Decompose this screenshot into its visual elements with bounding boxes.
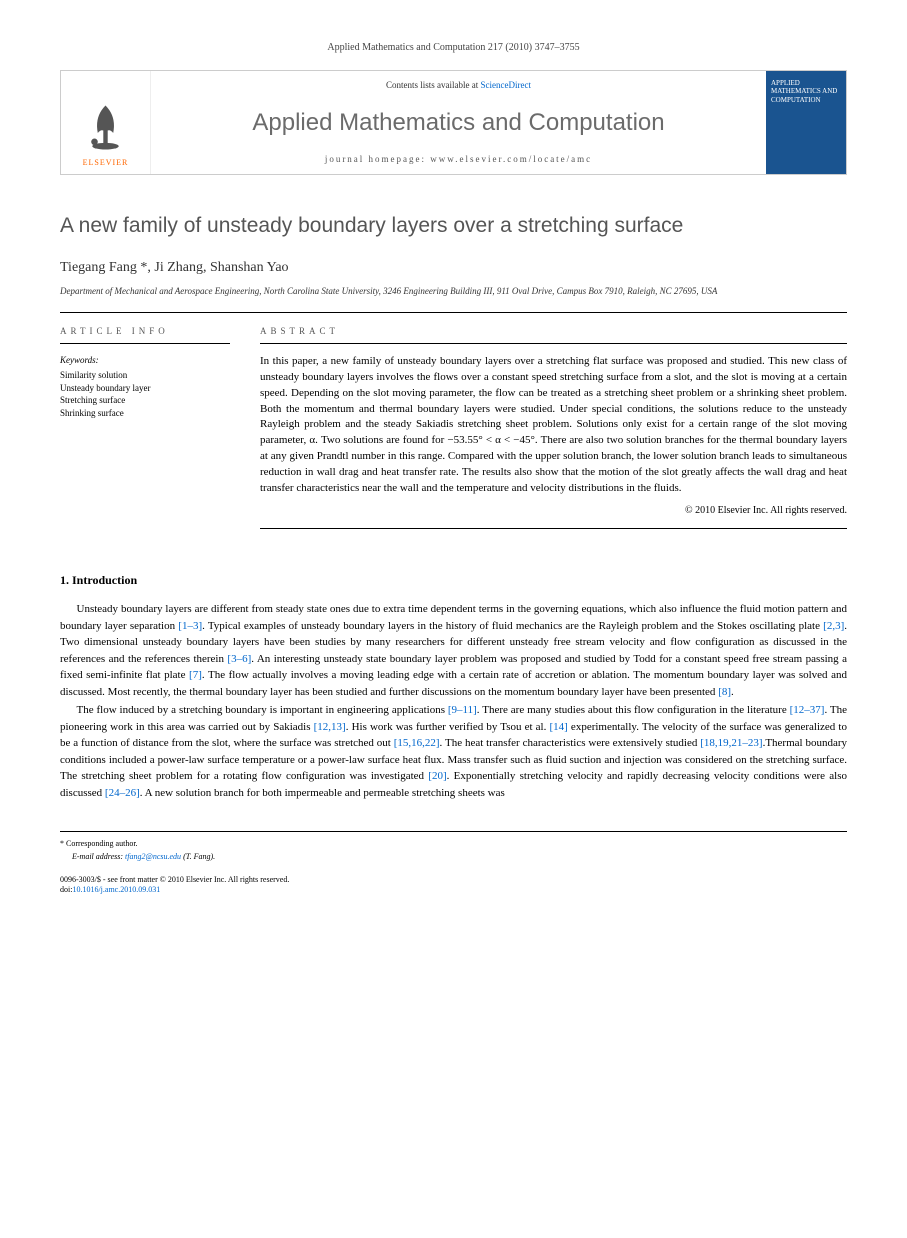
affiliation: Department of Mechanical and Aerospace E… [60,286,847,298]
section-title-introduction: 1. Introduction [60,571,847,589]
publisher-name: ELSEVIER [83,157,129,169]
text: . There are many studies about this flow… [477,704,790,716]
citation-link[interactable]: [7] [189,669,202,681]
article-title: A new family of unsteady boundary layers… [60,210,847,242]
email-label: E-mail address: [72,852,125,861]
citation-link[interactable]: [8] [718,686,731,698]
copyright-footer: 0096-3003/$ - see front matter © 2010 El… [60,875,847,896]
copyright-text: 0096-3003/$ - see front matter © 2010 El… [60,875,847,885]
text: The flow induced by a stretching boundar… [77,704,448,716]
keyword: Stretching surface [60,394,230,407]
intro-paragraph-2: The flow induced by a stretching boundar… [60,702,847,801]
citation-link[interactable]: [14] [549,721,567,733]
text: . A new solution branch for both imperme… [140,787,505,799]
elsevier-tree-logo [78,100,133,155]
homepage-label: journal homepage: [325,154,430,164]
article-info-column: ARTICLE INFO Keywords: Similarity soluti… [60,325,230,541]
abstract-header: ABSTRACT [260,325,847,344]
footer: * Corresponding author. E-mail address: … [60,831,847,895]
abstract-copyright: © 2010 Elsevier Inc. All rights reserved… [260,503,847,518]
journal-banner: ELSEVIER Contents lists available at Sci… [60,70,847,175]
keywords-label: Keywords: [60,354,230,368]
email-line: E-mail address: tfang2@ncsu.edu (T. Fang… [72,851,847,862]
author-list: Tiegang Fang *, Ji Zhang, Shanshan Yao [60,257,847,278]
banner-center: Contents lists available at ScienceDirec… [151,71,766,174]
citation-link[interactable]: [2,3] [823,620,844,632]
keyword: Shrinking surface [60,407,230,420]
doi-link[interactable]: 10.1016/j.amc.2010.09.031 [72,885,160,894]
citation-link[interactable]: [20] [428,770,446,782]
citation-link[interactable]: [18,19,21–23] [700,737,762,749]
corresponding-author: * Corresponding author. [60,838,847,849]
cover-title: APPLIED MATHEMATICS AND COMPUTATION [771,79,841,104]
divider [260,528,847,529]
citation-link[interactable]: [24–26] [105,787,140,799]
intro-paragraph-1: Unsteady boundary layers are different f… [60,601,847,700]
journal-homepage: journal homepage: www.elsevier.com/locat… [325,153,592,167]
header-citation: Applied Mathematics and Computation 217 … [60,40,847,55]
text: . The heat transfer characteristics were… [440,737,701,749]
citation-link[interactable]: [15,16,22] [394,737,440,749]
journal-cover: APPLIED MATHEMATICS AND COMPUTATION [766,71,846,174]
text: . His work was further verified by Tsou … [346,721,550,733]
sciencedirect-link[interactable]: ScienceDirect [481,80,531,90]
text: . Typical examples of unsteady boundary … [202,620,823,632]
keyword: Similarity solution [60,369,230,382]
info-abstract-row: ARTICLE INFO Keywords: Similarity soluti… [60,325,847,541]
homepage-url: www.elsevier.com/locate/amc [430,154,592,164]
citation-link[interactable]: [1–3] [178,620,202,632]
citation-link[interactable]: [9–11] [448,704,477,716]
divider [60,312,847,313]
doi-line: doi:10.1016/j.amc.2010.09.031 [60,885,847,895]
text: . [731,686,734,698]
keyword: Unsteady boundary layer [60,382,230,395]
citation-link[interactable]: [3–6] [227,653,251,665]
citation-link[interactable]: [12,13] [314,721,346,733]
publisher-block: ELSEVIER [61,71,151,174]
contents-available: Contents lists available at ScienceDirec… [386,79,531,93]
doi-label: doi: [60,885,72,894]
contents-prefix: Contents lists available at [386,80,480,90]
email-suffix: (T. Fang). [181,852,215,861]
author-email-link[interactable]: tfang2@ncsu.edu [125,852,181,861]
journal-name: Applied Mathematics and Computation [252,105,664,141]
abstract-column: ABSTRACT In this paper, a new family of … [260,325,847,541]
citation-link[interactable]: [12–37] [790,704,825,716]
article-info-header: ARTICLE INFO [60,325,230,344]
abstract-text: In this paper, a new family of unsteady … [260,354,847,497]
